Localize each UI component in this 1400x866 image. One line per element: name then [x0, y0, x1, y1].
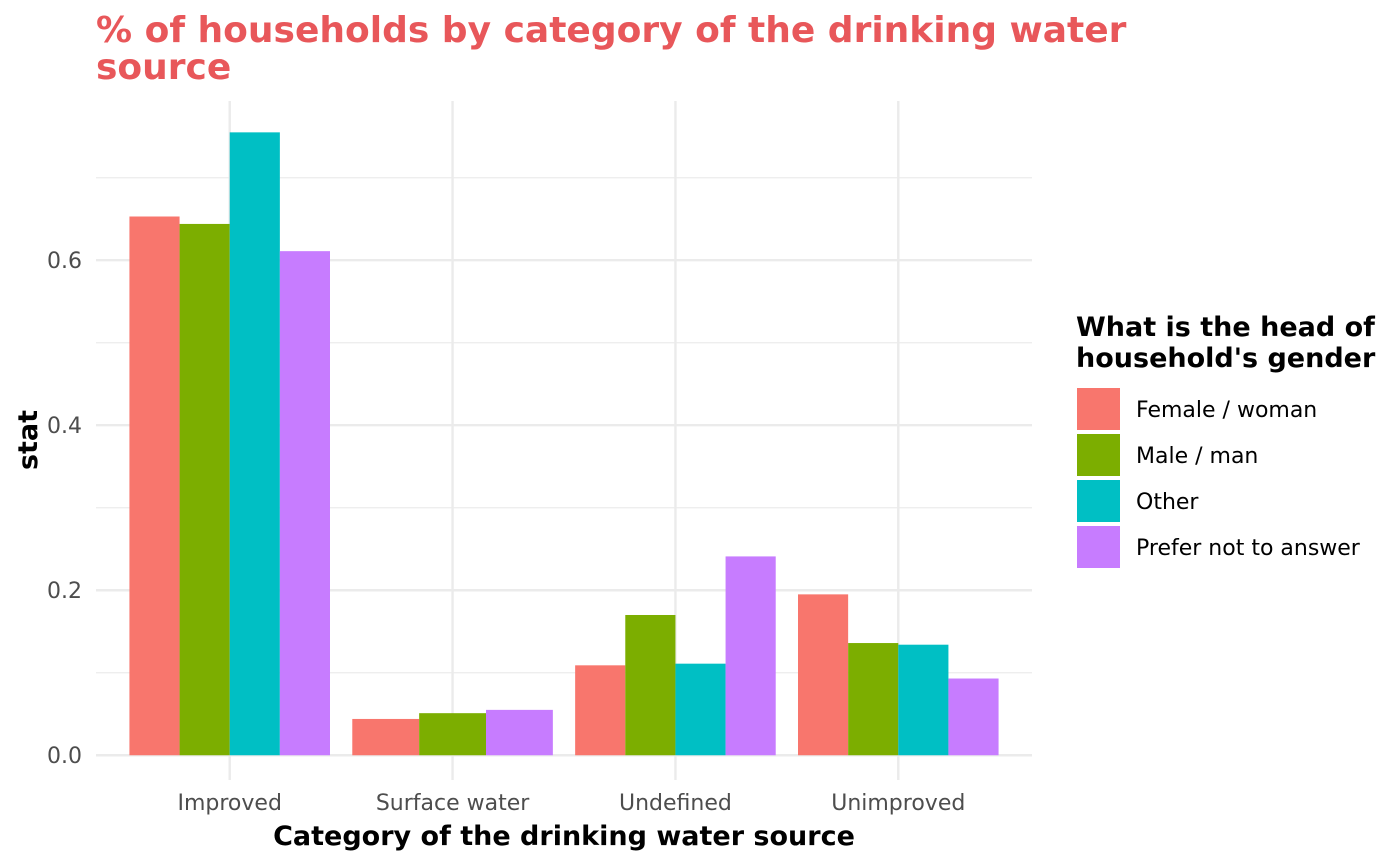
- chart-title: % of households by category of the drink…: [96, 10, 1127, 88]
- legend-label: Female / woman: [1136, 398, 1317, 423]
- chart-title-line: source: [96, 47, 231, 88]
- bar: [179, 223, 230, 756]
- bar: [798, 594, 849, 756]
- legend-label: Male / man: [1136, 444, 1258, 469]
- legend: What is the head of household's gender F…: [1076, 312, 1376, 568]
- bar: [229, 132, 280, 756]
- bar: [279, 251, 330, 756]
- bar: [352, 718, 420, 756]
- legend-title-line: What is the head of: [1076, 312, 1375, 343]
- y-axis-title: stat: [13, 410, 44, 470]
- y-tick-label: 0.6: [47, 249, 82, 274]
- bar: [575, 665, 626, 756]
- x-tick-label: Undefined: [619, 791, 732, 816]
- bar: [725, 556, 776, 756]
- bar: [625, 614, 676, 756]
- bar: [848, 643, 899, 756]
- x-tick-label: Surface water: [376, 791, 530, 816]
- x-tick-label: Improved: [177, 791, 281, 816]
- bar: [898, 644, 949, 756]
- bar: [419, 713, 486, 756]
- y-tick-label: 0.0: [47, 744, 82, 769]
- legend-label: Other: [1136, 490, 1199, 515]
- y-tick-label: 0.2: [47, 579, 82, 604]
- x-tick-label: Unimproved: [831, 791, 965, 816]
- chart-title-line: % of households by category of the drink…: [96, 10, 1127, 51]
- legend-items: Female / woman Male / man Other Prefer not …: [1077, 388, 1361, 568]
- legend-key: [1077, 526, 1120, 568]
- legend-key: [1077, 480, 1120, 522]
- legend-label: Prefer not to answer: [1136, 536, 1361, 561]
- legend-title-line: household's gender: [1076, 343, 1376, 374]
- bar: [948, 678, 999, 756]
- y-axis-ticks: 0.0 0.2 0.4 0.6: [47, 249, 82, 769]
- bar: [129, 216, 180, 756]
- bar: [675, 663, 726, 756]
- legend-key: [1077, 434, 1120, 476]
- x-axis-ticks: Improved Surface water Undefined Unimproved: [177, 791, 965, 816]
- x-axis-title: Category of the drinking water source: [273, 821, 855, 852]
- legend-key: [1077, 388, 1120, 430]
- y-tick-label: 0.4: [47, 414, 82, 439]
- bars: [129, 132, 999, 756]
- bar: [486, 709, 553, 756]
